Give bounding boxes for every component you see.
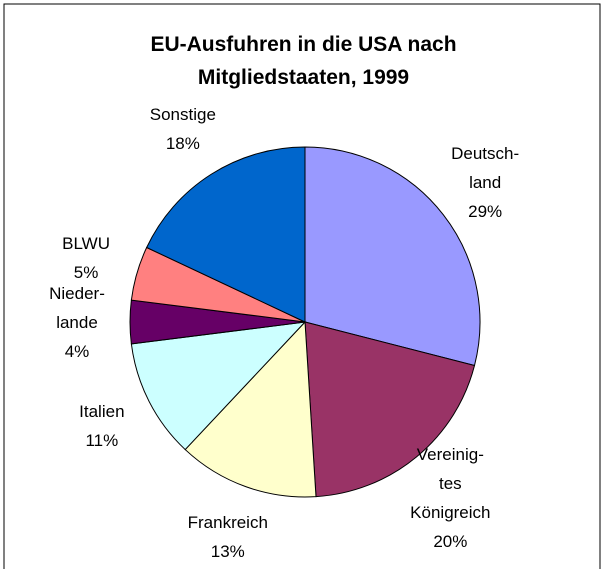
slice-value-label: 29% bbox=[468, 201, 503, 221]
slice-value-label: 18% bbox=[165, 134, 200, 154]
slice-label: Sonstige bbox=[149, 105, 216, 125]
pie-slice bbox=[184, 320, 317, 498]
pie-slice bbox=[304, 146, 481, 367]
pie-slice bbox=[130, 321, 307, 451]
chart-frame bbox=[3, 3, 601, 569]
slice-value-label: 13% bbox=[210, 541, 245, 561]
slice-value-label: 20% bbox=[433, 531, 468, 551]
slice-value-label: 5% bbox=[73, 263, 99, 283]
slice-label: Frankreich bbox=[187, 512, 268, 532]
slice-label: Nieder- lande bbox=[49, 283, 105, 332]
slice-value-label: 11% bbox=[85, 430, 119, 450]
slice-label: Italien bbox=[79, 401, 125, 421]
chart-title: EU-Ausfuhren in die USA nach Mitgliedsta… bbox=[150, 33, 457, 89]
slice-label: Vereinig- tes Königreich bbox=[410, 444, 491, 522]
pie-slice bbox=[145, 146, 306, 323]
slice-label: Deutsch- land bbox=[451, 143, 520, 192]
pie-slice bbox=[304, 321, 476, 498]
slice-label: BLWU bbox=[62, 234, 110, 254]
slice-value-label: 4% bbox=[64, 341, 90, 361]
